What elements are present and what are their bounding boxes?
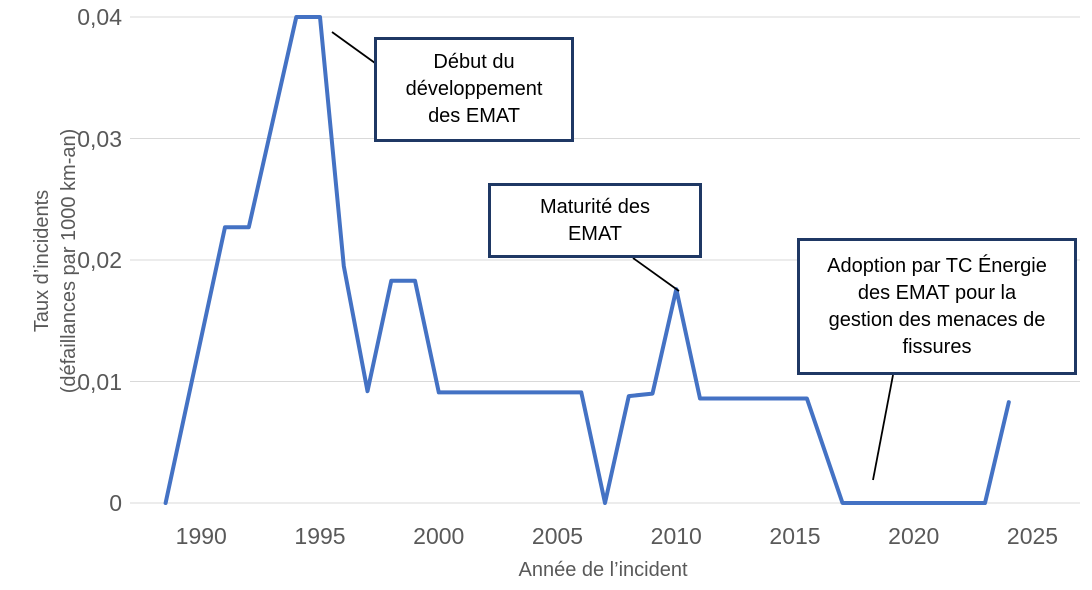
y-tick-label: 0,02 <box>77 247 122 273</box>
y-tick-label: 0,01 <box>77 368 122 395</box>
x-tick-label: 2025 <box>1006 523 1059 549</box>
x-tick-label: 2010 <box>650 523 702 549</box>
annotation-line: développement <box>405 78 543 100</box>
y-tick-label: 0,03 <box>77 125 122 152</box>
incident-rate-line <box>163 15 1011 505</box>
annotation-line: gestion des menaces de <box>828 308 1046 331</box>
annotation-box-debut-developpement-emat: Début du développement des EMAT <box>374 37 574 142</box>
annotation-line: fissures <box>902 335 972 358</box>
x-tick-label: 2020 <box>888 523 940 549</box>
x-tick-label: 2015 <box>769 523 821 549</box>
y-tick-label: 0 <box>109 490 122 516</box>
annotation-line: Maturité des <box>539 195 651 218</box>
annotation-leader-line <box>872 374 894 481</box>
annotation-leader-line <box>331 31 376 64</box>
annotation-line: des EMAT pour la <box>857 281 1017 304</box>
annotation-box-adoption-tc-energie: Adoption par TC Énergie des EMAT pour la… <box>797 238 1077 375</box>
annotation-line: des EMAT <box>428 105 520 127</box>
annotation-line: Adoption par TC Énergie <box>827 254 1047 277</box>
x-tick-label: 1990 <box>175 523 227 549</box>
x-axis-title: Année de l’incident <box>518 559 688 581</box>
x-tick-label: 2005 <box>531 523 584 549</box>
annotation-leader-line <box>632 257 680 292</box>
annotation-line: Début du <box>433 51 515 73</box>
x-tick-label: 2000 <box>413 523 465 549</box>
x-tick-label: 1995 <box>294 523 346 549</box>
annotation-box-maturite-emat: Maturité des EMAT <box>488 183 702 258</box>
y-tick-label: 0,04 <box>77 4 122 30</box>
annotation-line: EMAT <box>567 222 623 245</box>
